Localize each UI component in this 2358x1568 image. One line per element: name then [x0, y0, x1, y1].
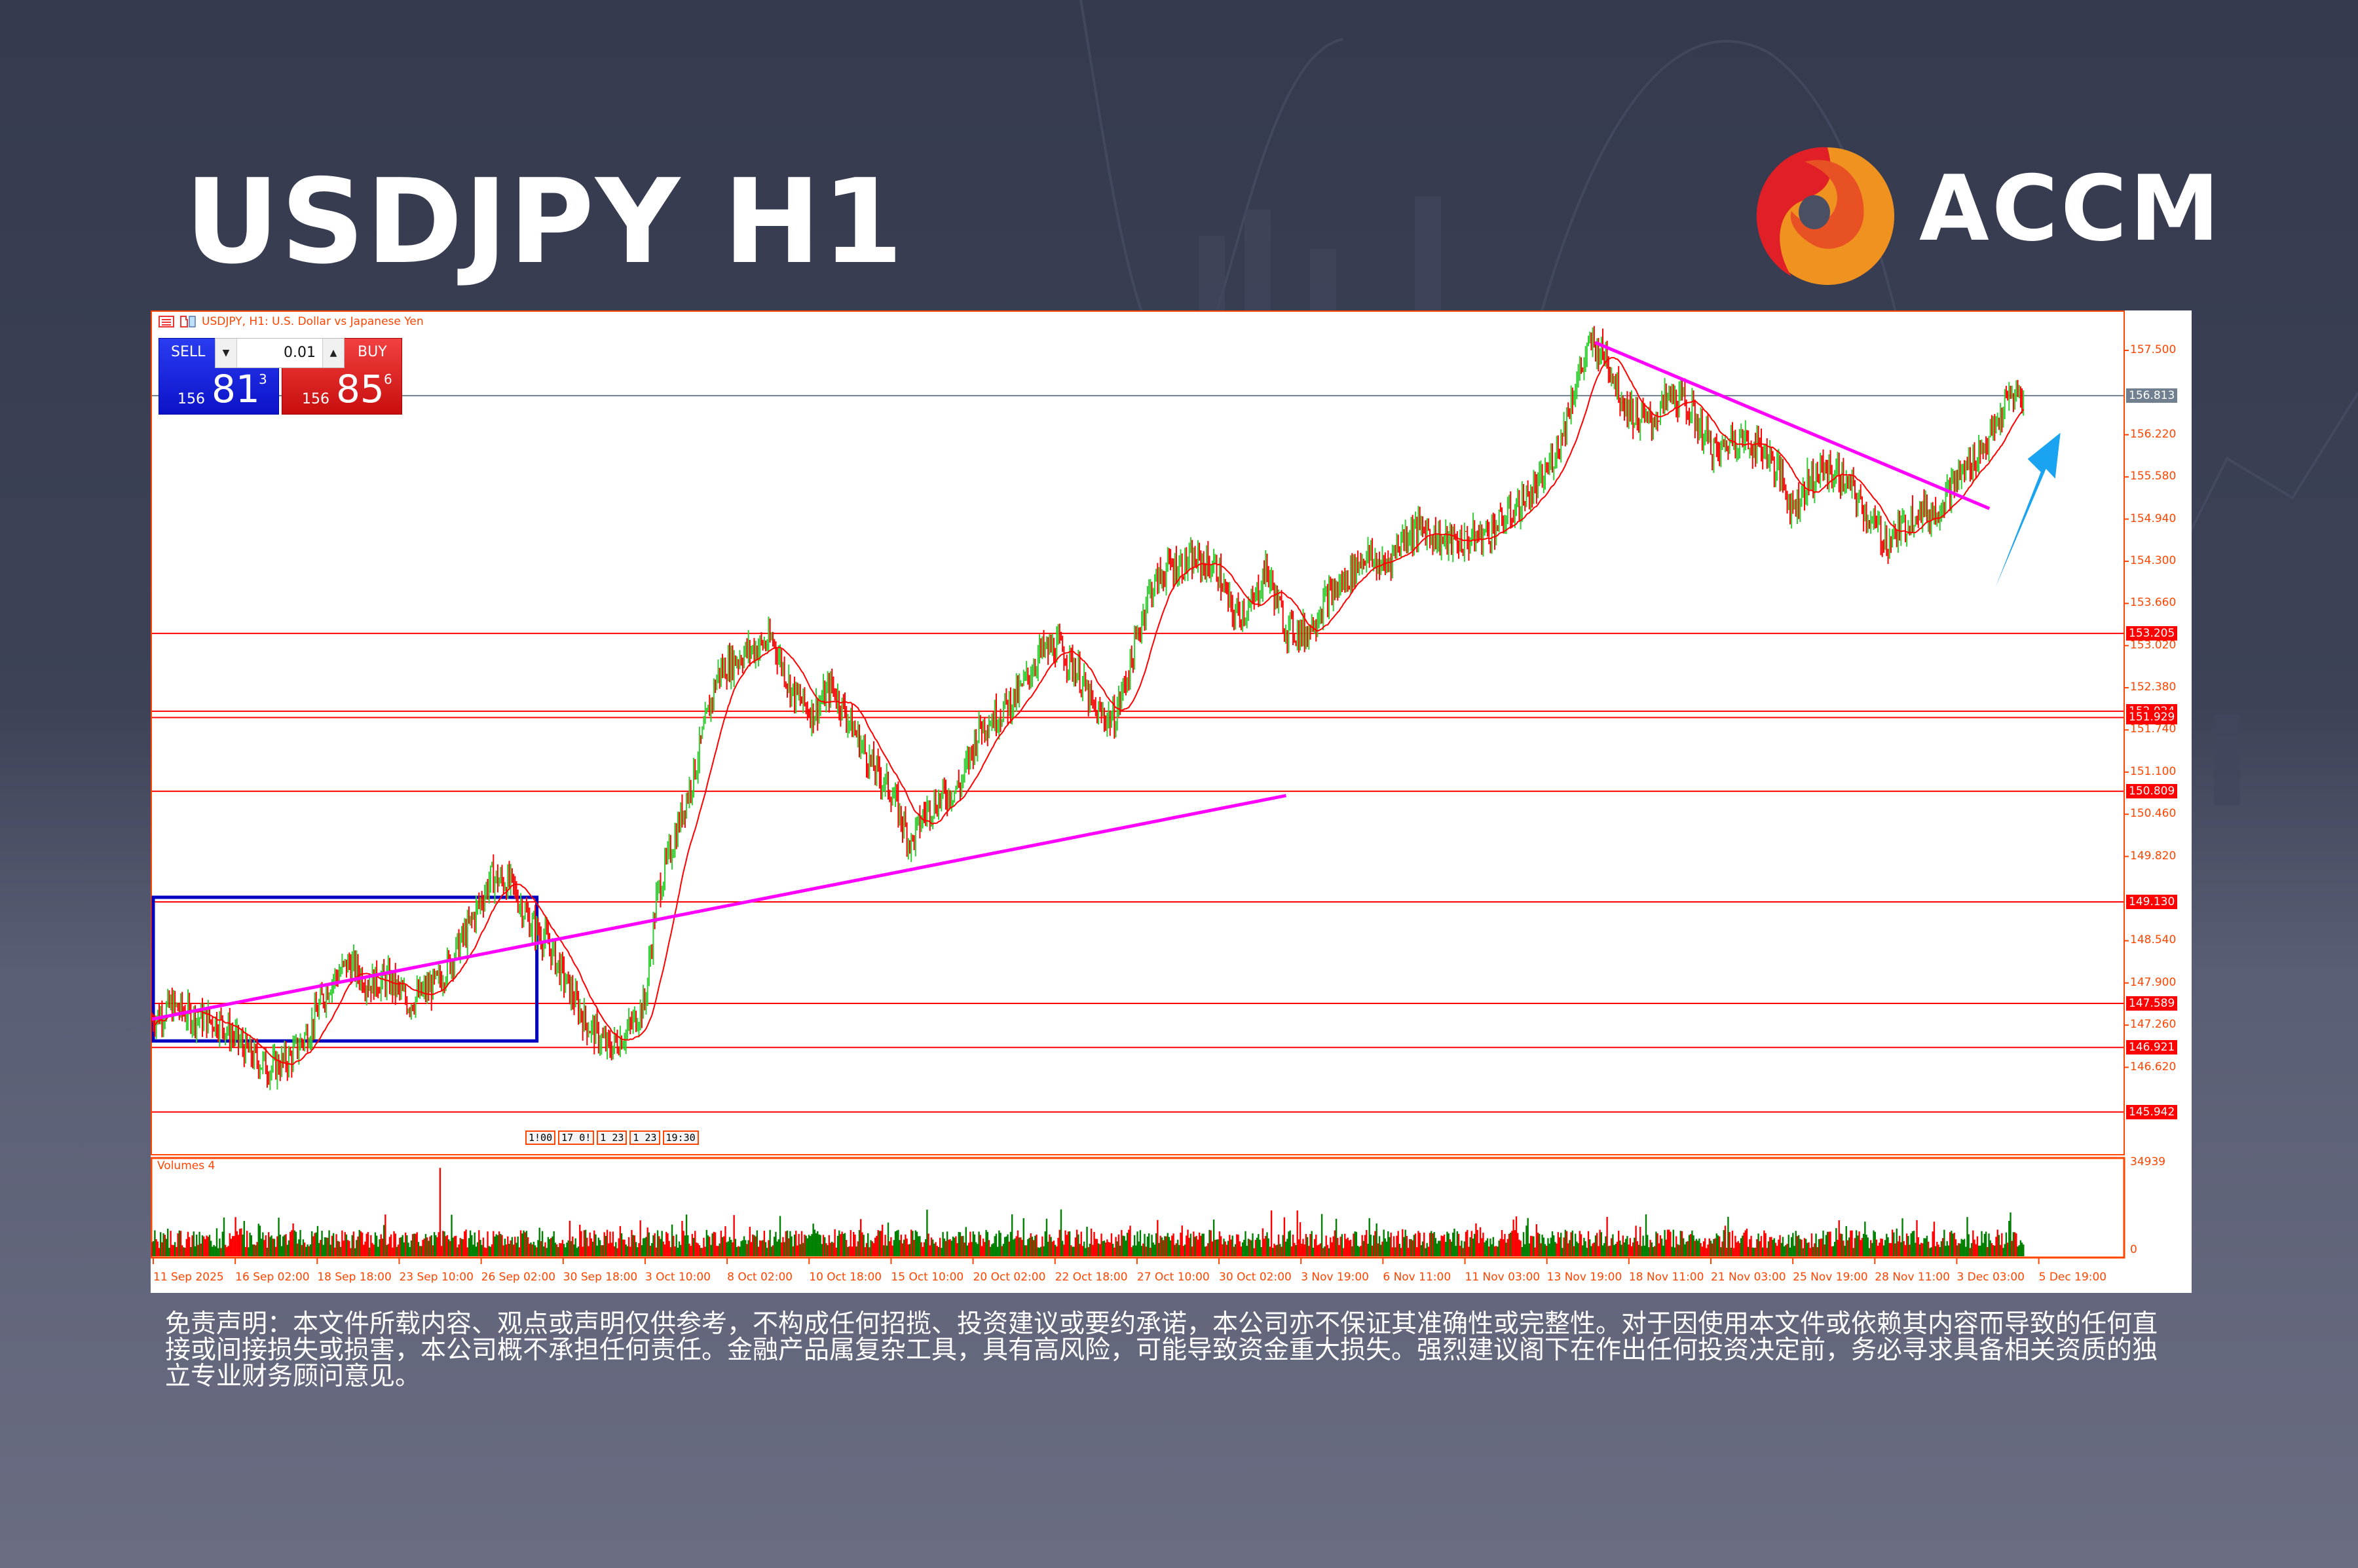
- time-tick-label: 18 Sep 18:00: [317, 1271, 392, 1284]
- candles: [151, 326, 2025, 1091]
- time-tick-label: 15 Oct 10:00: [891, 1271, 964, 1284]
- event-time-tag: 1 23: [597, 1130, 627, 1145]
- accm-logo-icon: [1756, 147, 1894, 285]
- current-price-tag: 156.813: [2126, 388, 2178, 403]
- event-time-tag: 19:30: [662, 1130, 699, 1145]
- volume-indicator-label: Volumes 4: [157, 1159, 215, 1172]
- price-tick-label: 149.820: [2130, 849, 2177, 863]
- event-time-tag: 1!00: [525, 1130, 556, 1145]
- price-tick-label: 153.660: [2130, 596, 2177, 610]
- chevron-down-icon: ▼: [222, 348, 230, 358]
- price-tick-label: 154.300: [2130, 553, 2177, 567]
- price-tick-label: 155.580: [2130, 470, 2177, 483]
- time-tick-label: 8 Oct 02:00: [727, 1271, 793, 1284]
- level-price-tag: 146.921: [2126, 1040, 2178, 1055]
- price-pane-border: [151, 310, 2125, 1155]
- level-price-tag: 149.130: [2126, 895, 2178, 910]
- brand-name: ACCM: [1919, 156, 2222, 261]
- lot-size-input[interactable]: 0.01: [236, 339, 323, 367]
- sell-price-prefix: 156: [178, 391, 205, 407]
- time-tick-label: 20 Oct 02:00: [973, 1271, 1046, 1284]
- time-tick-label: 11 Nov 03:00: [1465, 1271, 1541, 1284]
- lot-size-stepper[interactable]: ▼ 0.01 ▲: [215, 338, 345, 368]
- level-price-tag: 153.205: [2126, 626, 2178, 641]
- price-tick-label: 156.220: [2130, 427, 2177, 441]
- lot-increase-button[interactable]: ▲: [323, 339, 344, 367]
- time-tick-label: 28 Nov 11:00: [1875, 1271, 1950, 1284]
- time-tick-label: 5 Dec 19:00: [2038, 1271, 2107, 1284]
- volume-tick-label: 0: [2130, 1243, 2137, 1256]
- price-tick-label: 146.620: [2130, 1060, 2177, 1073]
- price-tick-label: 152.380: [2130, 681, 2177, 694]
- price-tick-label: 147.260: [2130, 1018, 2177, 1032]
- price-tick-label: 147.900: [2130, 975, 2177, 989]
- time-tick-label: 23 Sep 10:00: [399, 1271, 474, 1284]
- time-tick-label: 3 Dec 03:00: [1956, 1271, 2025, 1284]
- event-time-tag: 1 23: [629, 1130, 660, 1145]
- one-click-trading-icon[interactable]: [159, 316, 174, 327]
- symbol-title: USDJPY, H1: U.S. Dollar vs Japanese Yen: [202, 315, 424, 328]
- price-tick-label: 150.460: [2130, 807, 2177, 821]
- brand-logo: ACCM: [1752, 145, 2220, 286]
- price-tick-label: 154.940: [2130, 512, 2177, 525]
- buy-price-fraction: 6: [384, 371, 392, 387]
- event-time-markers: 1!00 17 0! 1 23 1 23 19:30: [525, 1130, 699, 1145]
- up-arrow-annotation[interactable]: [1995, 432, 2061, 588]
- time-tick-label: 11 Sep 2025: [153, 1271, 224, 1284]
- price-tick-label: 151.100: [2130, 764, 2177, 778]
- buy-price-prefix: 156: [302, 391, 329, 407]
- time-tick-label: 21 Nov 03:00: [1710, 1271, 1786, 1284]
- time-tick-label: 18 Nov 11:00: [1628, 1271, 1704, 1284]
- price-tick-label: 148.540: [2130, 933, 2177, 947]
- time-tick-label: 26 Sep 02:00: [481, 1271, 556, 1284]
- lot-decrease-button[interactable]: ▼: [215, 339, 236, 367]
- time-tick-label: 16 Sep 02:00: [235, 1271, 310, 1284]
- time-tick-label: 25 Nov 19:00: [1793, 1271, 1868, 1284]
- range-rectangle[interactable]: [151, 895, 539, 1043]
- sell-label: SELL: [171, 344, 206, 360]
- time-tick-label: 6 Nov 11:00: [1383, 1271, 1451, 1284]
- event-time-tag: 17 0!: [558, 1130, 595, 1145]
- time-tick-label: 30 Sep 18:00: [563, 1271, 638, 1284]
- time-tick-label: 3 Nov 19:00: [1301, 1271, 1369, 1284]
- time-tick-label: 3 Oct 10:00: [645, 1271, 711, 1284]
- buy-label: BUY: [358, 344, 387, 360]
- time-tick-label: 27 Oct 10:00: [1136, 1271, 1210, 1284]
- level-price-tag: 145.942: [2126, 1104, 2178, 1119]
- price-chart[interactable]: USDJPY, H1: U.S. Dollar vs Japanese Yen …: [151, 310, 2192, 1293]
- one-click-trade-panel: SELL 156 81 3 BUY 156 85 6 ▼ 0.01 ▲: [159, 338, 402, 415]
- trendline[interactable]: [151, 794, 1286, 1021]
- chart-header: USDJPY, H1: U.S. Dollar vs Japanese Yen: [159, 314, 424, 329]
- page-title: USDJPY H1: [185, 154, 905, 289]
- chart-canvas[interactable]: [151, 310, 2192, 1293]
- depth-of-market-icon[interactable]: [179, 316, 196, 327]
- buy-price-pips: 85: [336, 367, 384, 411]
- moving-average-line: [151, 357, 2025, 1066]
- trendline[interactable]: [1594, 341, 1991, 510]
- price-tick-label: 153.020: [2130, 638, 2177, 652]
- level-price-tag: 150.809: [2126, 784, 2178, 799]
- price-tick-label: 157.500: [2130, 343, 2177, 356]
- sell-price-pips: 81: [212, 367, 260, 411]
- time-tick-label: 13 Nov 19:00: [1546, 1271, 1622, 1284]
- level-price-tag: 151.929: [2126, 710, 2178, 725]
- time-tick-label: 22 Oct 18:00: [1055, 1271, 1128, 1284]
- disclaimer-text: 免责声明：本文件所载内容、观点或声明仅供参考，不构成任何招揽、投资建议或要约承诺…: [165, 1309, 2158, 1391]
- volume-tick-label: 34939: [2130, 1155, 2166, 1168]
- volume-pane-border: [151, 1157, 2125, 1259]
- chevron-up-icon: ▲: [329, 348, 337, 358]
- sell-price-fraction: 3: [259, 371, 267, 387]
- level-price-tag: 147.589: [2126, 996, 2178, 1011]
- price-tick-label: 151.740: [2130, 722, 2177, 736]
- time-tick-label: 10 Oct 18:00: [809, 1271, 882, 1284]
- time-tick-label: 30 Oct 02:00: [1219, 1271, 1292, 1284]
- volume-bars: [151, 1168, 2025, 1256]
